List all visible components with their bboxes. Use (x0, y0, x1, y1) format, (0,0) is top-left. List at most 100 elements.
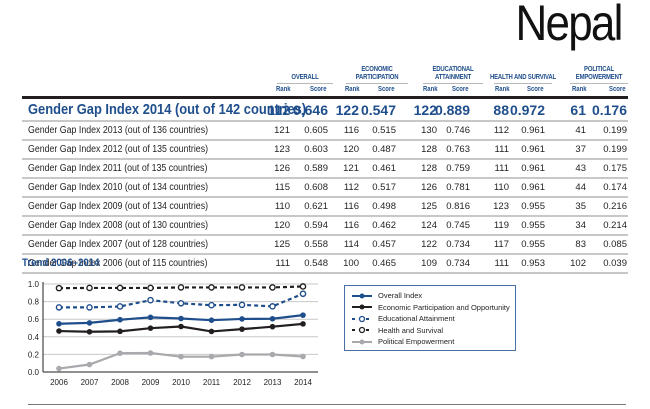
legend-swatch-icon (352, 315, 372, 322)
table-row: Gender Gap Index 2006 (out of 115 countr… (22, 255, 628, 274)
score-value: 0.961 (521, 182, 545, 193)
x-tick-label: 2007 (81, 378, 99, 387)
rank-value: 111 (494, 144, 509, 155)
y-tick-label: 1.0 (28, 280, 40, 289)
rank-value: 112 (493, 125, 509, 136)
score-value: 0.462 (372, 220, 396, 231)
legend-label: Overall Index (378, 291, 423, 300)
legend-swatch-icon (352, 304, 372, 310)
score-value: 0.214 (603, 220, 627, 231)
rank-value: 116 (343, 220, 359, 231)
data-point (208, 317, 215, 323)
score-value: 0.457 (372, 239, 396, 250)
rank-value: 123 (493, 201, 509, 212)
y-tick-label: 0.6 (28, 315, 40, 324)
data-point (56, 328, 62, 334)
data-point (147, 314, 154, 321)
row-label: Gender Gap Index 2010 (out of 134 countr… (28, 182, 209, 193)
rank-value: 43 (575, 163, 586, 174)
rank-value: 102 (570, 258, 586, 269)
score-value: 0.558 (304, 239, 328, 250)
data-point (117, 350, 123, 356)
rank-value: 126 (421, 182, 437, 193)
x-tick-label: 2009 (142, 378, 160, 387)
rank-value: 120 (274, 220, 290, 231)
x-tick-label: 2012 (233, 378, 251, 387)
rank-value: 83 (575, 239, 586, 250)
rank-value: 128 (421, 163, 437, 174)
rank-value: 116 (343, 125, 359, 136)
rank-value: 130 (421, 125, 437, 136)
score-value: 0.199 (603, 144, 627, 155)
legend-item: Health and Survival (351, 325, 443, 336)
score-value: 0.955 (521, 239, 545, 250)
data-point (269, 323, 276, 330)
data-point (238, 301, 246, 309)
data-point (56, 320, 62, 327)
score-header: Score (310, 86, 327, 93)
score-value: 0.199 (603, 125, 627, 136)
data-point (269, 351, 276, 358)
data-point (178, 323, 184, 330)
score-value: 0.176 (591, 102, 627, 118)
column-group-header: HEALTH AND SURVIVAL (490, 74, 556, 81)
table-row: Gender Gap Index 2009 (out of 134 countr… (22, 198, 628, 217)
data-point (177, 299, 185, 307)
table-row: Gender Gap Index 2008 (out of 130 countr… (22, 217, 628, 236)
row-label: Gender Gap Index 2011 (out of 135 countr… (28, 163, 208, 174)
score-value: 0.085 (603, 239, 627, 250)
rank-value: 61 (570, 102, 586, 118)
rank-value: 110 (274, 201, 290, 212)
score-value: 0.889 (434, 102, 470, 118)
x-tick-label: 2006 (50, 378, 68, 387)
score-value: 0.594 (304, 220, 328, 231)
score-value: 0.498 (372, 201, 396, 212)
data-point (55, 304, 63, 311)
rank-header: Rank (276, 86, 291, 93)
rank-value: 34 (575, 220, 586, 231)
legend-label: Political Empowerment (378, 337, 455, 346)
row-label: Gender Gap Index 2006 (out of 115 countr… (28, 258, 208, 269)
table-row: Gender Gap Index 2011 (out of 135 countr… (22, 160, 628, 179)
score-value: 0.605 (304, 125, 328, 136)
data-point (239, 351, 245, 358)
row-label: Gender Gap Index 2007 (out of 128 countr… (28, 239, 209, 250)
score-value: 0.961 (521, 144, 545, 155)
score-value: 0.603 (304, 144, 328, 155)
legend-swatch-icon (352, 293, 372, 298)
score-header: Score (527, 86, 544, 93)
data-point (86, 320, 93, 326)
score-value: 0.515 (372, 125, 396, 136)
data-point (269, 284, 276, 291)
rank-value: 110 (493, 182, 509, 193)
rank-value: 121 (274, 125, 290, 136)
legend-item: Political Empowerment (351, 336, 454, 347)
rank-value: 120 (343, 144, 359, 155)
score-header: Score (609, 86, 626, 93)
score-value: 0.461 (372, 163, 396, 174)
legend-swatch-icon (352, 326, 372, 334)
row-label: Gender Gap Index 2013 (out of 136 countr… (28, 125, 209, 136)
score-value: 0.759 (446, 163, 470, 174)
score-value: 0.961 (521, 125, 545, 136)
row-label: Gender Gap Index 2009 (out of 134 countr… (28, 201, 209, 212)
score-value: 0.621 (304, 201, 328, 212)
chart-legend: Overall Index Economic Participation and … (344, 285, 516, 351)
data-point (178, 353, 184, 360)
data-point (116, 303, 124, 310)
rank-value: 126 (274, 163, 290, 174)
x-tick-label: 2010 (172, 378, 190, 387)
rank-value: 112 (343, 182, 359, 193)
data-point (86, 361, 93, 368)
score-value: 0.961 (521, 163, 545, 174)
legend-label: Educational Attainment (378, 314, 455, 323)
data-point (300, 353, 306, 360)
data-point (239, 326, 245, 332)
legend-item: Educational Attainment (351, 313, 455, 324)
score-value: 0.216 (603, 201, 627, 212)
y-tick-label: 0.2 (28, 350, 40, 359)
rank-header: Rank (345, 86, 360, 93)
legend-item: Overall Index (351, 290, 422, 301)
data-point (208, 328, 215, 335)
score-value: 0.955 (521, 201, 545, 212)
